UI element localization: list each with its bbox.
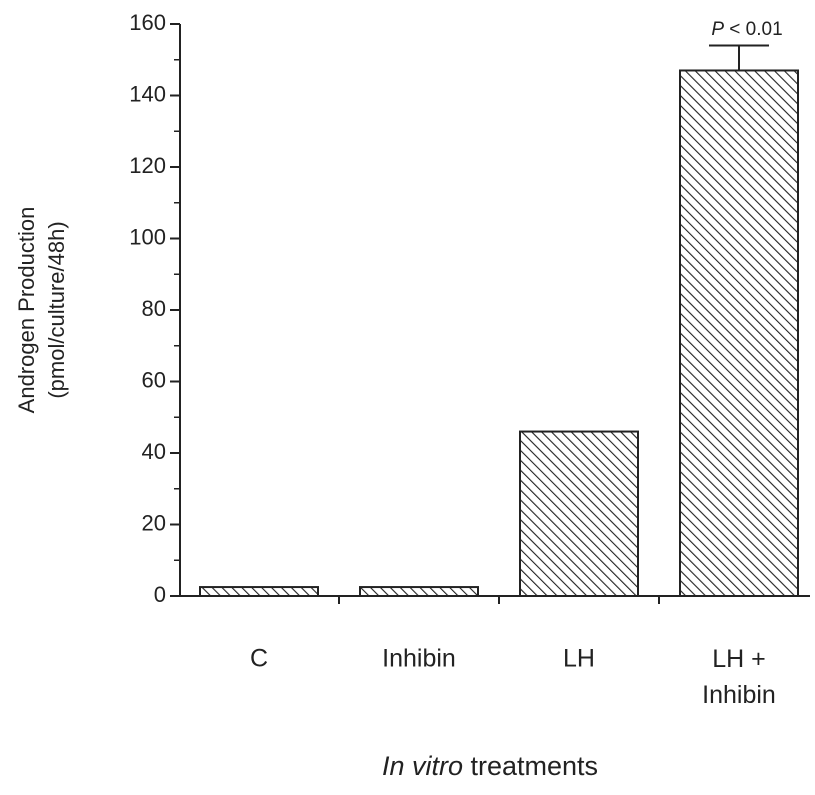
x-tick-label: LH (563, 645, 595, 673)
x-tick-label: Inhibin (382, 645, 456, 673)
x-axis-label-part: In vitro (382, 751, 463, 781)
y-tick-label: 120 (129, 153, 166, 178)
annotation: P < 0.01 (711, 19, 782, 40)
x-tick-label-line: Inhibin (702, 681, 776, 709)
x-tick-label: LH + Inhibin (702, 645, 776, 709)
y-tick-label: 0 (154, 582, 166, 607)
x-axis-label-part: treatments (463, 751, 598, 781)
y-axis-label: Androgen Production (14, 207, 39, 414)
y-tick-label: 40 (142, 439, 166, 464)
bar (519, 430, 639, 597)
y-tick-label: 20 (142, 510, 166, 535)
y-tick-label: 140 (129, 81, 166, 106)
y-tick-label: 160 (129, 10, 166, 35)
x-tick-label-line: LH + (712, 645, 766, 673)
y-tick-label: 100 (129, 224, 166, 249)
y-axis-label: (pmol/culture/48h) (44, 221, 69, 398)
annotation-part: P (711, 19, 724, 40)
y-tick-label: 80 (142, 296, 166, 321)
annotation-part: < 0.01 (724, 19, 783, 40)
bar (359, 586, 479, 597)
bar (679, 69, 799, 598)
y-tick-label: 60 (142, 367, 166, 392)
x-tick-label: C (250, 645, 268, 673)
bar (199, 586, 319, 597)
x-axis-label: In vitro treatments (382, 751, 598, 781)
